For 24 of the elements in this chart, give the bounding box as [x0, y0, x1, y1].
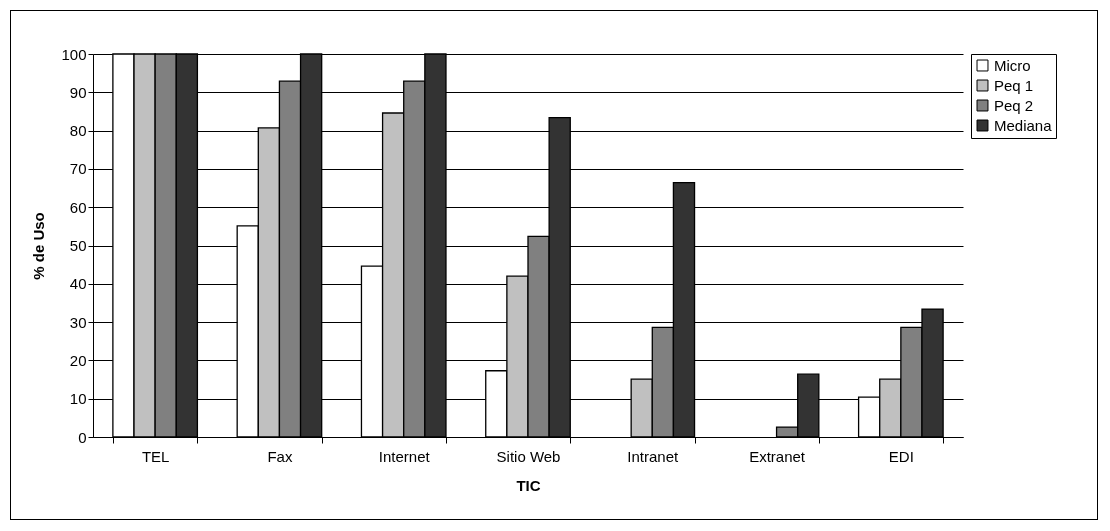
y-tick-label: 60 — [69, 198, 87, 216]
y-tick-label: 20 — [69, 351, 87, 369]
y-tick-label: 90 — [69, 83, 87, 101]
x-tick-label: Sitio Web — [496, 447, 561, 465]
x-tick-label: EDI — [888, 447, 914, 465]
y-tick-label: 50 — [69, 237, 87, 254]
legend-label: Mediana — [994, 116, 1053, 134]
x-tick-label: Extranet — [749, 447, 806, 465]
x-tick-label: TEL — [141, 447, 170, 465]
x-tick-label: Fax — [267, 447, 293, 465]
y-tick-label: 40 — [69, 275, 87, 293]
x-tick-label: Internet — [378, 447, 431, 465]
y-axis-title: % de Uso — [30, 212, 48, 280]
x-axis-title: TIC — [516, 476, 541, 494]
legend-label: Peq 2 — [994, 96, 1034, 114]
y-tick-label: 80 — [69, 122, 87, 140]
x-tick-label: Intranet — [627, 447, 680, 465]
legend-label: Peq 1 — [994, 76, 1034, 94]
y-tick-label: 70 — [69, 160, 87, 178]
y-tick-label: 30 — [69, 313, 87, 331]
y-tick-label: 10 — [69, 390, 87, 408]
y-tick-label: 0 — [78, 428, 87, 446]
legend-label: Micro — [994, 56, 1031, 74]
y-tick-label: 100 — [61, 45, 87, 63]
